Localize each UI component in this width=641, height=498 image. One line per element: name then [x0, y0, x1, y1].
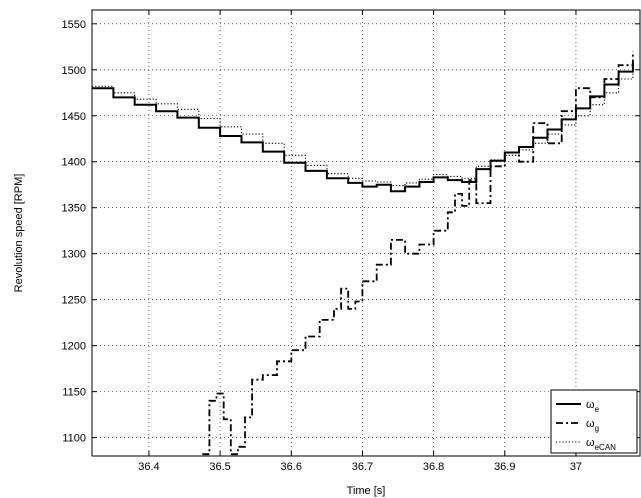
- x-tick-label: 36.9: [494, 461, 515, 473]
- x-tick-label: 36.7: [352, 461, 373, 473]
- y-tick-label: 1100: [62, 433, 86, 445]
- y-tick-label: 1350: [62, 203, 86, 215]
- series-line-1: [202, 51, 634, 456]
- series-line-2: [92, 69, 634, 187]
- x-tick-label: 36.8: [423, 461, 444, 473]
- legend-label-2: ωeCAN: [586, 437, 616, 452]
- legend: ωe ωg ωeCAN: [550, 389, 638, 454]
- y-tick-label: 1300: [62, 249, 86, 261]
- legend-label-0: ωe: [586, 399, 600, 414]
- x-tick-label: 36.5: [209, 461, 230, 473]
- y-axis-label: Revolution speed [RPM]: [13, 174, 25, 293]
- legend-box: [550, 389, 638, 454]
- legend-label-1: ωg: [586, 418, 599, 433]
- y-tick-label: 1500: [62, 65, 86, 77]
- y-tick-label: 1250: [62, 295, 86, 307]
- y-tick-label: 1450: [62, 111, 86, 123]
- grid-lines: [92, 10, 640, 456]
- y-tick-label: 1200: [62, 341, 86, 353]
- x-tick-label: 37: [570, 461, 582, 473]
- x-axis-label: Time [s]: [347, 485, 386, 497]
- x-tick-label: 36.4: [138, 461, 159, 473]
- y-tick-label: 1550: [62, 19, 86, 31]
- axes-box: [91, 9, 641, 457]
- y-tick-label: 1400: [62, 157, 86, 169]
- y-tick-label: 1150: [62, 387, 86, 399]
- axis-ticks: 36.4 36.5 36.6 36.7 36.8 36.9 37 1100 1150 1200 12…: [62, 10, 640, 473]
- x-tick-label: 36.6: [281, 461, 302, 473]
- series-lines: [92, 51, 634, 456]
